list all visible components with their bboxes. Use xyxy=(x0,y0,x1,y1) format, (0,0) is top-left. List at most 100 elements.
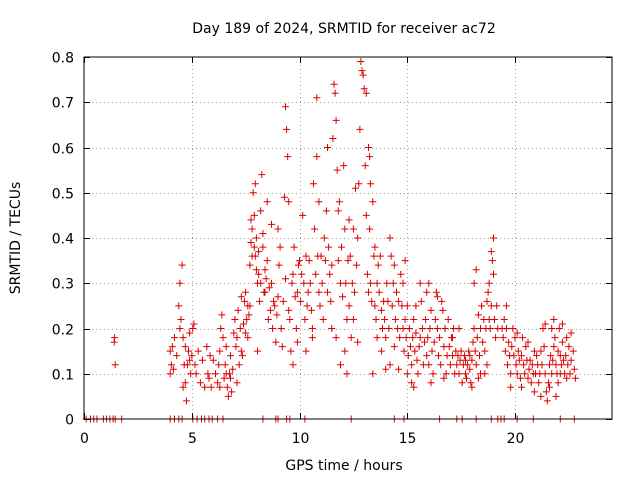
data-point xyxy=(264,316,272,323)
data-point xyxy=(340,162,348,170)
data-point xyxy=(301,316,309,323)
data-point xyxy=(194,347,202,355)
data-point xyxy=(243,316,251,323)
data-point xyxy=(530,388,538,396)
data-point xyxy=(250,211,258,219)
data-point xyxy=(440,374,448,382)
data-point xyxy=(472,266,480,274)
data-point xyxy=(362,211,370,219)
data-point xyxy=(111,361,119,369)
data-point xyxy=(508,343,516,351)
data-point xyxy=(258,171,266,179)
data-point xyxy=(168,343,176,351)
data-point xyxy=(410,316,418,323)
data-point xyxy=(232,343,240,351)
data-point xyxy=(412,329,420,337)
data-point xyxy=(433,293,441,301)
data-point xyxy=(223,383,231,391)
data-point xyxy=(256,297,264,305)
data-point xyxy=(349,225,357,233)
data-point xyxy=(272,338,280,346)
data-point xyxy=(351,288,358,296)
data-point xyxy=(483,297,491,305)
data-point xyxy=(466,352,474,360)
data-point xyxy=(305,257,313,265)
data-point xyxy=(259,230,267,237)
data-point xyxy=(186,329,194,337)
data-point xyxy=(399,279,407,287)
data-point xyxy=(385,325,393,332)
data-point xyxy=(189,325,197,332)
data-point xyxy=(487,248,495,256)
data-point xyxy=(455,325,463,332)
data-point xyxy=(330,80,338,88)
data-point xyxy=(181,379,189,387)
data-point xyxy=(462,356,469,364)
data-point xyxy=(319,316,327,323)
data-point xyxy=(341,225,349,233)
data-point xyxy=(515,356,523,364)
data-point xyxy=(328,261,336,269)
data-point xyxy=(186,356,194,364)
data-point xyxy=(354,338,362,346)
data-point xyxy=(426,325,434,332)
data-point xyxy=(204,370,212,378)
data-point xyxy=(276,243,284,251)
data-point xyxy=(209,356,217,364)
data-point xyxy=(512,361,520,369)
data-point xyxy=(510,352,518,360)
data-point xyxy=(327,297,335,305)
data-point xyxy=(544,379,552,387)
data-point xyxy=(269,325,277,332)
data-point xyxy=(563,334,571,342)
data-point xyxy=(470,325,478,332)
data-point xyxy=(220,374,228,382)
data-point xyxy=(182,397,190,405)
data-point xyxy=(414,370,422,378)
data-point xyxy=(422,316,430,323)
data-point xyxy=(407,343,414,351)
data-point xyxy=(176,279,184,287)
data-point xyxy=(231,316,239,323)
data-point xyxy=(441,325,449,332)
data-point xyxy=(263,257,271,265)
data-point xyxy=(386,361,394,369)
data-point xyxy=(558,338,566,346)
data-point xyxy=(519,334,527,342)
data-point xyxy=(442,370,450,378)
data-point xyxy=(255,270,263,278)
data-point xyxy=(274,225,282,233)
data-point xyxy=(488,257,496,265)
data-point xyxy=(334,207,342,215)
data-point xyxy=(417,297,425,305)
data-point xyxy=(345,216,353,224)
data-point xyxy=(206,352,214,360)
data-point xyxy=(287,347,295,355)
data-point xyxy=(230,329,238,337)
data-point xyxy=(474,311,482,319)
data-point xyxy=(334,257,342,265)
data-point xyxy=(252,266,260,274)
data-point xyxy=(271,302,279,310)
data-point xyxy=(423,352,431,360)
data-point xyxy=(468,383,476,391)
data-point xyxy=(343,316,351,323)
data-point xyxy=(233,334,241,342)
data-point xyxy=(227,374,234,382)
data-point xyxy=(304,288,312,296)
data-point xyxy=(177,316,185,323)
data-point xyxy=(509,325,517,332)
data-point xyxy=(395,297,403,305)
data-point xyxy=(201,383,209,391)
data-point xyxy=(527,379,535,387)
data-point xyxy=(408,379,416,387)
data-point xyxy=(474,374,482,382)
data-point xyxy=(166,370,174,378)
data-point xyxy=(525,365,533,373)
data-point xyxy=(537,347,545,355)
data-point xyxy=(507,370,515,378)
data-point xyxy=(539,325,547,332)
data-point xyxy=(265,284,273,292)
data-point xyxy=(247,216,255,224)
data-point xyxy=(237,347,245,355)
